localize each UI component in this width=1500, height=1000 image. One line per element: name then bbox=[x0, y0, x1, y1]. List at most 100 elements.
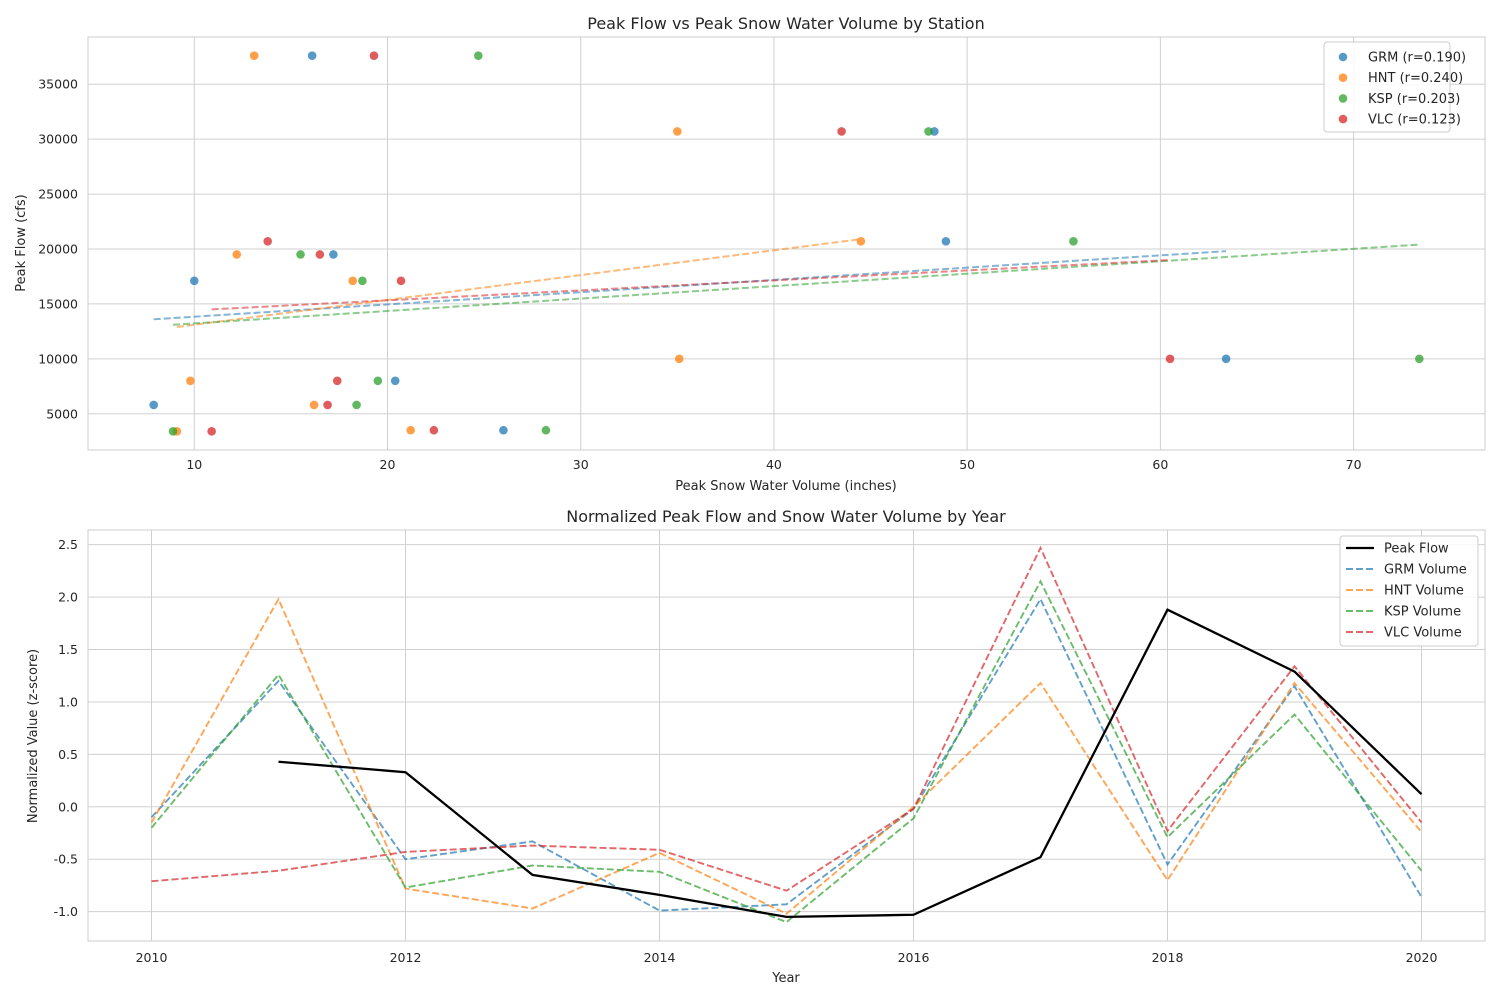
scatter-y-tick-label: 20000 bbox=[38, 241, 78, 256]
trendline-grm bbox=[153, 250, 1227, 321]
point-grm bbox=[189, 276, 199, 286]
point-grm bbox=[1221, 354, 1231, 364]
scatter-x-tick-label: 70 bbox=[1346, 457, 1362, 472]
scatter-x-tick-label: 10 bbox=[186, 457, 202, 472]
line-x-tick-label: 2018 bbox=[1152, 950, 1184, 965]
legend-label-vlc: VLC (r=0.123) bbox=[1368, 113, 1461, 128]
line-legend: Peak Flow GRM Volume HNT Volume KSP Volume V… bbox=[1339, 535, 1479, 647]
scatter-plot-frame bbox=[87, 36, 1486, 451]
scatter-title: Peak Flow vs Peak Snow Water Volume by S… bbox=[587, 14, 984, 33]
line-x-ticks: 2010 2012 2014 2016 2018 2020 bbox=[136, 950, 1438, 965]
scatter-chart: 10 20 30 40 50 60 70 5000 10000 15000 20000 25000 3… bbox=[14, 14, 1486, 494]
scatter-y-tick-label: 30000 bbox=[38, 132, 78, 147]
point-hnt bbox=[249, 51, 259, 60]
point-vlc bbox=[396, 276, 406, 286]
line-x-tick-label: 2012 bbox=[390, 950, 422, 965]
legend-label-peak-flow: Peak Flow bbox=[1384, 542, 1449, 557]
series-line-grm-volume bbox=[150, 597, 1423, 912]
point-hnt bbox=[674, 354, 684, 364]
line-plot-frame bbox=[87, 529, 1486, 942]
point-hnt bbox=[232, 250, 242, 259]
point-ksp bbox=[924, 127, 933, 136]
point-hnt bbox=[856, 237, 866, 246]
line-y-tick-label: 1.0 bbox=[58, 694, 78, 709]
legend-marker-hnt bbox=[1338, 73, 1348, 82]
point-hnt bbox=[309, 400, 319, 410]
scatter-y-label: Peak Flow (cfs) bbox=[14, 194, 29, 291]
scatter-trendlines bbox=[153, 238, 1420, 328]
point-ksp bbox=[358, 276, 367, 286]
point-vlc bbox=[315, 250, 325, 259]
scatter-x-tick-label: 40 bbox=[766, 457, 782, 472]
line-y-tick-label: 2.0 bbox=[58, 590, 78, 605]
point-ksp bbox=[168, 427, 178, 436]
scatter-y-tick-label: 10000 bbox=[38, 351, 78, 366]
line-y-tick-label: 2.5 bbox=[58, 537, 78, 552]
line-x-tick-label: 2016 bbox=[898, 950, 930, 965]
point-hnt bbox=[406, 425, 415, 435]
scatter-x-label: Peak Snow Water Volume (inches) bbox=[675, 479, 896, 494]
line-legend-box bbox=[1339, 535, 1479, 647]
scatter-x-tick-label: 20 bbox=[380, 457, 396, 472]
point-grm bbox=[499, 425, 508, 435]
scatter-legend: GRM (r=0.190) HNT (r=0.240) KSP (r=0.203) V… bbox=[1323, 41, 1466, 133]
point-hnt bbox=[186, 376, 195, 386]
scatter-y-tick-label: 15000 bbox=[38, 296, 78, 311]
point-vlc bbox=[837, 127, 846, 136]
scatter-gridlines bbox=[88, 37, 1485, 450]
line-gridlines bbox=[88, 530, 1485, 941]
line-chart: 2010 2012 2014 2016 2018 2020 -1.0 -0.5 0.0 0.5 1… bbox=[26, 507, 1486, 986]
point-vlc bbox=[207, 427, 216, 436]
point-grm bbox=[941, 237, 951, 246]
point-hnt bbox=[673, 127, 682, 136]
line-x-label: Year bbox=[771, 971, 800, 986]
point-ksp bbox=[296, 250, 305, 259]
scatter-y-tick-label: 25000 bbox=[38, 187, 78, 202]
point-vlc bbox=[429, 425, 439, 435]
trendline-hnt bbox=[176, 238, 862, 328]
point-grm bbox=[390, 376, 400, 386]
legend-marker-vlc bbox=[1338, 114, 1348, 124]
series-line-ksp-volume bbox=[150, 579, 1423, 924]
point-vlc bbox=[332, 376, 342, 386]
legend-marker-ksp bbox=[1338, 94, 1348, 103]
line-y-label: Normalized Value (z-score) bbox=[26, 649, 41, 823]
legend-label-grm-volume: GRM Volume bbox=[1384, 563, 1467, 578]
point-grm bbox=[329, 250, 338, 259]
legend-label-hnt: HNT (r=0.240) bbox=[1368, 71, 1463, 86]
point-ksp bbox=[1069, 237, 1078, 246]
series-line-peak-flow bbox=[278, 608, 1423, 919]
point-ksp bbox=[373, 376, 383, 386]
line-y-tick-label: -0.5 bbox=[54, 852, 78, 867]
line-x-tick-label: 2010 bbox=[136, 950, 168, 965]
line-x-tick-label: 2020 bbox=[1406, 950, 1438, 965]
point-ksp bbox=[541, 425, 551, 435]
legend-label-ksp-volume: KSP Volume bbox=[1384, 605, 1461, 620]
scatter-x-tick-label: 50 bbox=[959, 457, 975, 472]
point-hnt bbox=[348, 276, 358, 286]
scatter-y-tick-label: 5000 bbox=[46, 406, 78, 421]
legend-marker-grm bbox=[1338, 52, 1348, 62]
trendline-ksp bbox=[172, 243, 1420, 326]
legend-label-ksp: KSP (r=0.203) bbox=[1368, 92, 1460, 107]
legend-label-vlc-volume: VLC Volume bbox=[1384, 626, 1462, 641]
line-y-tick-label: 0.5 bbox=[58, 747, 78, 762]
scatter-y-ticks: 5000 10000 15000 20000 25000 30000 35000 bbox=[38, 77, 78, 422]
point-vlc bbox=[263, 237, 272, 246]
scatter-x-tick-label: 30 bbox=[573, 457, 589, 472]
series-line-vlc-volume bbox=[151, 545, 1423, 892]
scatter-x-ticks: 10 20 30 40 50 60 70 bbox=[186, 457, 1361, 472]
point-ksp bbox=[1415, 354, 1424, 364]
line-y-tick-label: 0.0 bbox=[58, 799, 78, 814]
scatter-x-tick-label: 60 bbox=[1152, 457, 1168, 472]
scatter-y-tick-label: 35000 bbox=[38, 77, 78, 92]
scatter-legend-box bbox=[1323, 41, 1451, 133]
legend-label-hnt-volume: HNT Volume bbox=[1384, 584, 1464, 599]
point-vlc bbox=[369, 51, 379, 60]
line-series bbox=[150, 545, 1423, 924]
line-y-tick-label: 1.5 bbox=[58, 642, 78, 657]
point-ksp bbox=[474, 51, 483, 60]
scatter-points bbox=[149, 51, 1424, 436]
point-vlc bbox=[1165, 354, 1175, 364]
line-x-tick-label: 2014 bbox=[644, 950, 676, 965]
